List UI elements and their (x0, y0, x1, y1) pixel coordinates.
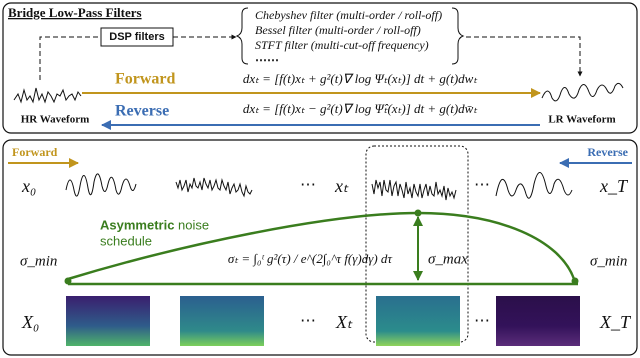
forward-equation: dxₜ = [f(t)xₜ + g²(t)∇ log Ψₜ(xₜ)] dt + … (243, 71, 479, 86)
filter-item: ⋯⋯ (255, 53, 279, 67)
left-brace (235, 7, 249, 65)
waveform (175, 177, 253, 198)
forward-label: Forward (115, 71, 176, 88)
endpoint (571, 277, 579, 285)
reverse-label: Reverse (587, 145, 628, 159)
filter-item: Bessel filter (multi-order / roll-off) (255, 23, 421, 37)
spectrogram (496, 296, 580, 346)
filter-item: STFT filter (multi-cut-off frequency) (255, 38, 429, 52)
waveform-label: x₀ (21, 176, 36, 196)
spectrogram-label: X₀ (21, 312, 39, 332)
sigma-equation: σₜ = ∫₀ᵗ g²(τ) / e^(2∫₀^τ f(γ)dγ) dτ (228, 251, 393, 267)
top-panel (2, 2, 638, 134)
spectrogram (180, 296, 264, 346)
reverse-equation: dxₜ = [f(t)xₜ − g²(t)∇ log Ψ̂ₜ(xₜ)] dt +… (243, 101, 479, 116)
endpoint (64, 277, 72, 285)
waveform-label: x_T (599, 176, 629, 196)
schedule-title: schedule (100, 233, 152, 248)
filter-item: Chebyshev filter (multi-order / roll-off… (255, 8, 442, 22)
ellipsis: ⋯ (300, 177, 316, 194)
sigma-max-label: σ_max (428, 251, 468, 267)
spectrogram-label: X_T (599, 312, 632, 332)
hr-waveform (13, 87, 82, 104)
spectrogram-label: Xₜ (335, 312, 353, 332)
waveform-label: xₜ (334, 176, 349, 196)
dsp-box-label: DSP filters (109, 31, 164, 43)
noise-curve (67, 211, 576, 281)
waveform (371, 179, 457, 201)
spectrogram (376, 296, 460, 346)
waveform (65, 173, 137, 197)
ellipsis: ⋯ (474, 177, 490, 194)
reverse-label: Reverse (115, 103, 169, 120)
right-brace (451, 7, 465, 65)
schedule-title-bold: Asymmetric (100, 217, 174, 232)
spectrogram (66, 296, 150, 346)
lr-waveform (541, 82, 624, 102)
schedule-title: noise (178, 217, 209, 232)
sigma-min-label: σ_min (20, 253, 57, 269)
bottom-panel (2, 139, 638, 356)
hr-label: HR Waveform (21, 114, 90, 126)
ellipsis: ⋯ (300, 313, 316, 330)
forward-label: Forward (12, 145, 58, 159)
dashed-arrow (466, 36, 583, 77)
peak-point (414, 209, 422, 217)
sigma-min-label: σ_min (590, 253, 627, 269)
ellipsis: ⋯ (474, 313, 490, 330)
waveform (495, 172, 573, 199)
lr-label: LR Waveform (548, 114, 615, 126)
top-title: Bridge Low-Pass Filters (8, 5, 142, 20)
dashed-link (39, 36, 101, 80)
